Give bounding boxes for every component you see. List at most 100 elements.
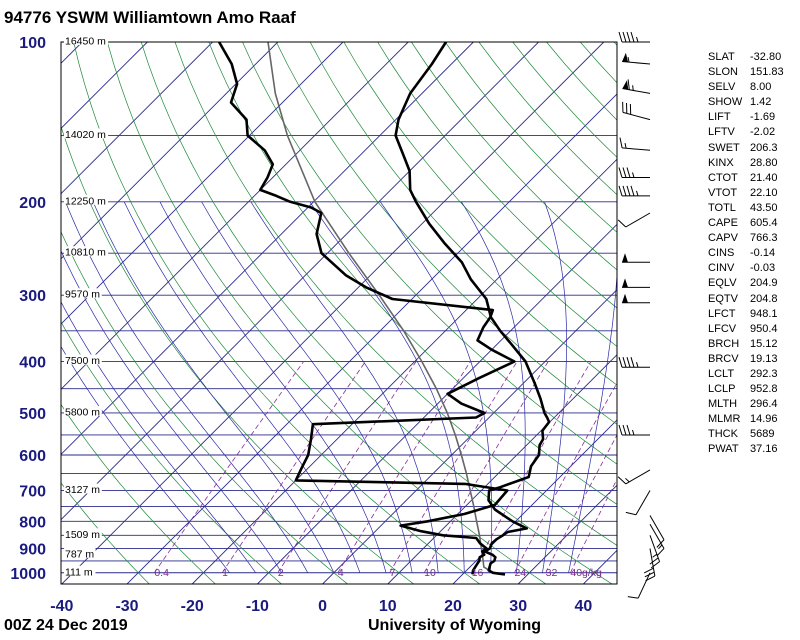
plot-frame <box>60 41 618 585</box>
wind-barb <box>627 572 651 599</box>
barb-pennant <box>622 80 629 90</box>
height-label-bg <box>64 565 96 576</box>
height-label: 111 m <box>65 566 93 578</box>
mixing-ratio-line <box>337 361 471 574</box>
wind-barb <box>622 278 650 288</box>
dry-adiabat <box>73 42 481 584</box>
wind-barb <box>643 548 656 582</box>
moist-adiabat <box>61 250 283 573</box>
moist-adiabat <box>92 201 335 573</box>
barb-shaft <box>649 515 665 540</box>
index-value: 296.4 <box>750 398 778 411</box>
moist-adiabat <box>123 201 361 573</box>
index-name: TOTL <box>708 201 736 214</box>
index-name: CAPV <box>708 232 738 245</box>
index-row: LFTV -2.02 <box>708 125 784 140</box>
height-label-bg <box>64 128 109 139</box>
index-row: THCK 5689 <box>708 427 784 442</box>
index-value: 28.80 <box>750 156 778 169</box>
barb-flag <box>626 102 628 114</box>
mixing-ratio-line <box>389 361 518 573</box>
isotherm <box>61 42 539 521</box>
barb-flag <box>627 596 639 599</box>
barb-half-flag <box>658 544 663 550</box>
index-name: BRCV <box>708 352 739 365</box>
mixing-ratio-line <box>277 361 417 574</box>
index-value: -32.80 <box>750 51 782 63</box>
data-source: University of Wyoming <box>368 617 542 634</box>
moist-adiabat <box>159 201 387 573</box>
wind-barb <box>649 523 665 557</box>
wind-barb <box>622 52 651 65</box>
stability-indices-panel: SLAT -32.80 SLON 151.83 SELV 8.00 SHOW 1.42 LIFT… <box>708 50 784 458</box>
barb-flag <box>618 185 623 197</box>
index-row: SLAT -32.80 <box>708 50 784 65</box>
temperature-tick-label: -20 <box>181 598 204 615</box>
barb-half-flag <box>625 477 630 483</box>
index-row: SHOW 1.42 <box>708 95 784 110</box>
barb-flag <box>649 557 659 565</box>
temperature-tick-label: -40 <box>50 598 73 615</box>
index-name: SELV <box>708 81 736 94</box>
barb-shaft <box>649 523 665 549</box>
barb-shaft <box>649 535 661 562</box>
wind-barb <box>622 79 651 94</box>
barb-flag <box>622 357 627 368</box>
index-row: BRCV 19.13 <box>708 352 784 367</box>
index-name: CINS <box>708 247 735 260</box>
barb-half-flag <box>632 85 634 91</box>
isotherm <box>61 42 344 325</box>
temperature-tick-label: -10 <box>246 598 269 615</box>
barb-flag <box>618 357 623 368</box>
barb-shaft <box>625 469 651 485</box>
wind-barb <box>619 137 651 151</box>
sounding-datetime: 00Z 24 Dec 2019 <box>4 617 128 634</box>
dry-adiabat <box>61 125 414 584</box>
isotherm <box>61 42 474 456</box>
barb-flag <box>626 185 631 197</box>
temperature-tick-label: 20 <box>444 598 462 615</box>
mixing-ratio-label: 40g/kg <box>570 567 602 579</box>
barb-flag <box>617 476 627 485</box>
mixing-ratio-label: 10 <box>424 567 436 579</box>
pressure-tick-label: 700 <box>19 484 46 501</box>
mixing-ratio-label: 32 <box>546 567 558 579</box>
dry-adiabat <box>377 42 617 309</box>
index-value: 1.42 <box>750 96 772 109</box>
height-label: 3127 m <box>65 484 100 496</box>
index-row: SWET 206.3 <box>708 141 784 156</box>
dry-adiabat <box>411 42 617 271</box>
height-label-bg <box>64 194 109 205</box>
barb-shaft <box>625 212 651 228</box>
dry-adiabat <box>343 42 617 347</box>
index-value: 37.16 <box>750 443 778 456</box>
index-row: EQTV 204.8 <box>708 292 784 307</box>
barb-shaft <box>622 147 651 151</box>
index-row: TOTL 43.50 <box>708 201 784 216</box>
barb-flag <box>629 103 632 115</box>
mixing-ratio-line <box>423 361 549 573</box>
wind-barb <box>649 515 665 548</box>
index-row: LIFT -1.69 <box>708 110 784 125</box>
index-row: CINV -0.03 <box>708 261 784 276</box>
index-name: CAPE <box>708 217 738 230</box>
height-label-bg <box>64 483 102 494</box>
barb-shaft <box>622 88 651 94</box>
barb-pennant <box>622 52 629 63</box>
index-value: 950.4 <box>750 322 778 335</box>
barb-flag <box>626 167 631 178</box>
index-row: PWAT 37.16 <box>708 442 784 457</box>
dry-adiabat <box>61 403 216 584</box>
index-row: CTOT 21.40 <box>708 171 784 186</box>
index-name: LFCT <box>708 307 736 320</box>
dry-adiabat <box>140 42 613 584</box>
barb-flag <box>622 31 627 43</box>
index-name: LCLP <box>708 383 736 396</box>
index-name: SLON <box>708 66 738 79</box>
barb-flag <box>626 31 631 43</box>
height-label: 9570 m <box>65 289 100 301</box>
pressure-tick-label: 100 <box>19 35 46 52</box>
barb-half-flag <box>636 36 639 43</box>
dry-adiabat <box>242 42 617 465</box>
